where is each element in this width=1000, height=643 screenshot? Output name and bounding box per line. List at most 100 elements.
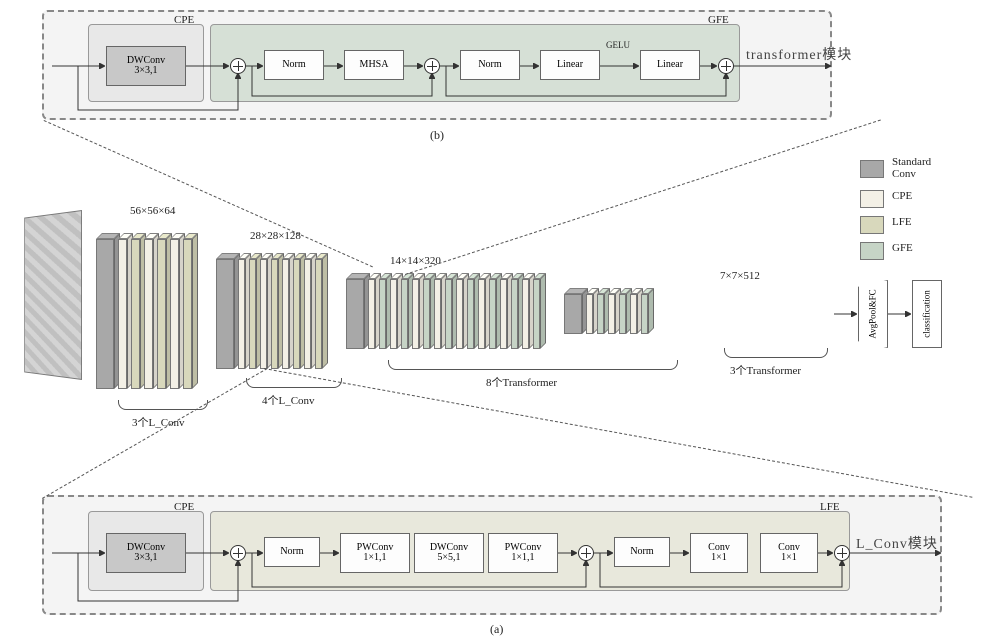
arch-slab bbox=[445, 279, 452, 349]
arch-slab bbox=[96, 239, 114, 389]
legend-sw-lfe bbox=[860, 216, 884, 234]
arch-slab bbox=[216, 259, 234, 369]
top-sum2 bbox=[424, 58, 440, 74]
top-caption: (b) bbox=[430, 128, 444, 143]
arch-slab bbox=[522, 279, 529, 349]
bot-caption: (a) bbox=[490, 622, 503, 637]
bot-sum3 bbox=[834, 545, 850, 561]
arch-slab-side bbox=[648, 288, 654, 334]
input-image-thumb bbox=[24, 210, 82, 380]
top-dwconv-block: DWConv 3×3,1 bbox=[106, 46, 186, 86]
arch-slab bbox=[157, 239, 166, 389]
arch-slab bbox=[183, 239, 192, 389]
brace1-label: 3个L_Conv bbox=[132, 414, 185, 430]
legend-cpe-label: CPE bbox=[892, 190, 912, 202]
brace4 bbox=[724, 348, 828, 358]
bot-conv1-block: Conv 1×1 bbox=[690, 533, 748, 573]
arch-slab bbox=[144, 239, 153, 389]
bot-sum2 bbox=[578, 545, 594, 561]
bot-dwconv-block: DWConv 3×3,1 bbox=[106, 533, 186, 573]
arch-slab bbox=[315, 259, 322, 369]
arch-slab bbox=[118, 239, 127, 389]
arch-slab bbox=[478, 279, 485, 349]
arch-slab bbox=[511, 279, 518, 349]
arch-slab bbox=[249, 259, 256, 369]
arch-slab bbox=[630, 294, 637, 334]
legend-sw-std bbox=[860, 160, 884, 178]
top-mhsa-block: MHSA bbox=[344, 50, 404, 80]
arch-slab bbox=[456, 279, 463, 349]
dash-top-left bbox=[44, 120, 373, 267]
arch-slab bbox=[379, 279, 386, 349]
top-cpe-label: CPE bbox=[174, 14, 194, 26]
arch-slab bbox=[619, 294, 626, 334]
arch-slab bbox=[434, 279, 441, 349]
bot-sum1 bbox=[230, 545, 246, 561]
dim-s1: 56×56×64 bbox=[130, 205, 175, 217]
arch-slab-side bbox=[322, 253, 328, 369]
arch-slab bbox=[260, 259, 267, 369]
brace4-label: 3个Transformer bbox=[730, 362, 801, 378]
arch-slab bbox=[131, 239, 140, 389]
legend-lfe-label: LFE bbox=[892, 216, 912, 228]
legend-sw-gfe bbox=[860, 242, 884, 260]
arch-slab bbox=[533, 279, 540, 349]
brace3-label: 8个Transformer bbox=[486, 374, 557, 390]
bot-norm1-block: Norm bbox=[264, 537, 320, 567]
arch-slab bbox=[282, 259, 289, 369]
avgpool-block: AvgPool&FC bbox=[858, 280, 888, 348]
arch-slab bbox=[304, 259, 311, 369]
dash-bot-left bbox=[42, 368, 268, 499]
bot-pw2-block: PWConv 1×1,1 bbox=[488, 533, 558, 573]
legend-std-label: Standard Conv bbox=[892, 156, 931, 180]
bot-conv2-block: Conv 1×1 bbox=[760, 533, 818, 573]
dash-bot-right bbox=[264, 368, 973, 498]
bot-norm2-block: Norm bbox=[614, 537, 670, 567]
bot-dw5-block: DWConv 5×5,1 bbox=[414, 533, 484, 573]
legend-sw-cpe bbox=[860, 190, 884, 208]
top-gfe-label: GFE bbox=[708, 14, 729, 26]
arch-slab bbox=[390, 279, 397, 349]
bot-title: L_Conv模块 bbox=[856, 533, 938, 553]
top-panel: CPE GFE GELU transformer模块 DWConv 3×3,1 … bbox=[42, 10, 832, 120]
top-linear2-block: Linear bbox=[640, 50, 700, 80]
arch-slab bbox=[597, 294, 604, 334]
dim-s4: 7×7×512 bbox=[720, 270, 760, 282]
arch-slab-side bbox=[540, 273, 546, 349]
top-gelu-label: GELU bbox=[606, 40, 630, 50]
classification-label: classification bbox=[922, 290, 932, 337]
top-norm1-block: Norm bbox=[264, 50, 324, 80]
arch-slab bbox=[608, 294, 615, 334]
arch-slab bbox=[271, 259, 278, 369]
arch-slab bbox=[500, 279, 507, 349]
arch-slab bbox=[489, 279, 496, 349]
top-title: transformer模块 bbox=[746, 44, 852, 64]
arch-slab bbox=[412, 279, 419, 349]
avgpool-label: AvgPool&FC bbox=[868, 289, 878, 338]
arch-slab bbox=[293, 259, 300, 369]
arch-slab bbox=[346, 279, 364, 349]
bottom-panel: CPE LFE L_Conv模块 DWConv 3×3,1 Norm PWCon… bbox=[42, 495, 942, 615]
arch-slab bbox=[238, 259, 245, 369]
brace3 bbox=[388, 360, 678, 370]
arch-slab-side bbox=[192, 233, 198, 389]
top-sum3 bbox=[718, 58, 734, 74]
arch-slab bbox=[564, 294, 582, 334]
brace2-label: 4个L_Conv bbox=[262, 392, 315, 408]
dash-top-right bbox=[405, 119, 881, 274]
arch-slab bbox=[401, 279, 408, 349]
classification-block: classification bbox=[912, 280, 942, 348]
arch-slab bbox=[641, 294, 648, 334]
arch-slab bbox=[423, 279, 430, 349]
top-sum1 bbox=[230, 58, 246, 74]
bot-pw1-block: PWConv 1×1,1 bbox=[340, 533, 410, 573]
legend-gfe-label: GFE bbox=[892, 242, 913, 254]
bot-cpe-label: CPE bbox=[174, 501, 194, 513]
arch-slab bbox=[467, 279, 474, 349]
bot-lfe-label: LFE bbox=[820, 501, 840, 513]
arch-slab bbox=[586, 294, 593, 334]
top-norm2-block: Norm bbox=[460, 50, 520, 80]
arch-slab bbox=[170, 239, 179, 389]
top-linear1-block: Linear bbox=[540, 50, 600, 80]
arch-slab bbox=[368, 279, 375, 349]
